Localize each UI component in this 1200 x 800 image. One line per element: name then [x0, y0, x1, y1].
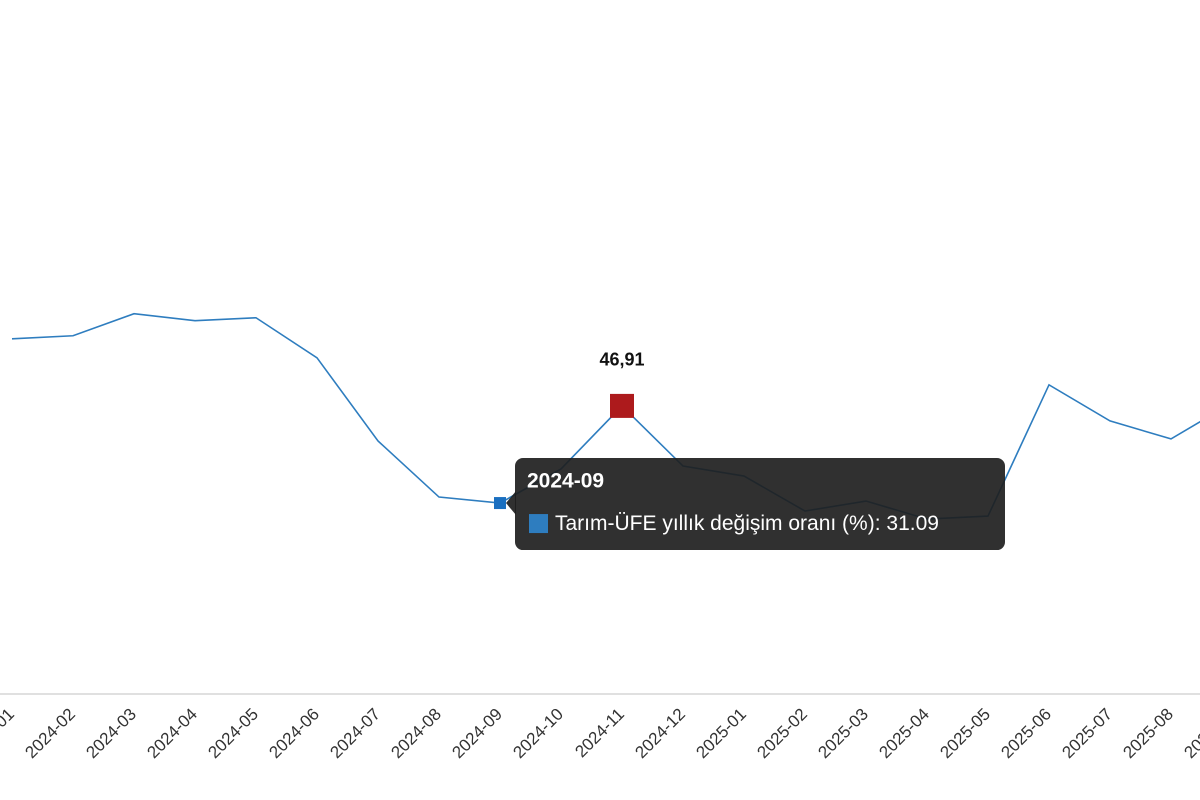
x-tick-label: 2024-10 — [509, 705, 567, 763]
x-tick-label: 2025-09 — [1180, 705, 1200, 763]
x-tick-label: 2024-11 — [571, 705, 628, 762]
x-tick-label: 2024-09 — [448, 705, 506, 763]
tooltip-series-name: Tarım-ÜFE yıllık değişim oranı (%) — [555, 512, 875, 535]
tooltip: 2024-09 Tarım-ÜFE yıllık değişim oranı (%… — [506, 458, 1005, 551]
x-tick-label: 2025-04 — [875, 705, 933, 763]
x-tick-label: 2024-06 — [265, 705, 323, 763]
x-tick-label: 2025-03 — [814, 705, 872, 763]
x-tick-label: 2024-08 — [387, 705, 445, 763]
x-tick-label: 2024-02 — [21, 705, 79, 763]
x-tick-label: 2025-02 — [753, 705, 811, 763]
x-tick-label: 2024-04 — [143, 705, 201, 763]
x-tick-label: 2025-08 — [1119, 705, 1177, 763]
x-tick-label: 2024-07 — [326, 705, 384, 763]
tooltip-box — [515, 458, 1005, 551]
data-label: 46,91 — [599, 350, 644, 370]
x-tick-label: 2025-06 — [997, 705, 1055, 763]
tooltip-text: Tarım-ÜFE yıllık değişim oranı (%): 31.0… — [555, 512, 939, 535]
active-marker — [494, 497, 506, 510]
x-tick-label: 2024-05 — [204, 705, 262, 763]
tooltip-title: 2024-09 — [527, 470, 604, 493]
x-tick-label: 2024-01 — [0, 705, 18, 763]
x-tick-label: 2025-05 — [936, 705, 994, 763]
x-tick-label: 2025-01 — [692, 705, 750, 763]
highlight-marker — [610, 393, 634, 418]
x-tick-label: 2024-03 — [82, 705, 140, 763]
tooltip-swatch — [529, 514, 548, 534]
x-tick-label: 2025-07 — [1058, 705, 1116, 763]
tooltip-pointer — [506, 491, 516, 516]
tooltip-value: 31.09 — [886, 512, 939, 535]
x-tick-label: 2024-12 — [631, 705, 689, 763]
tooltip-separator: : — [875, 512, 887, 535]
